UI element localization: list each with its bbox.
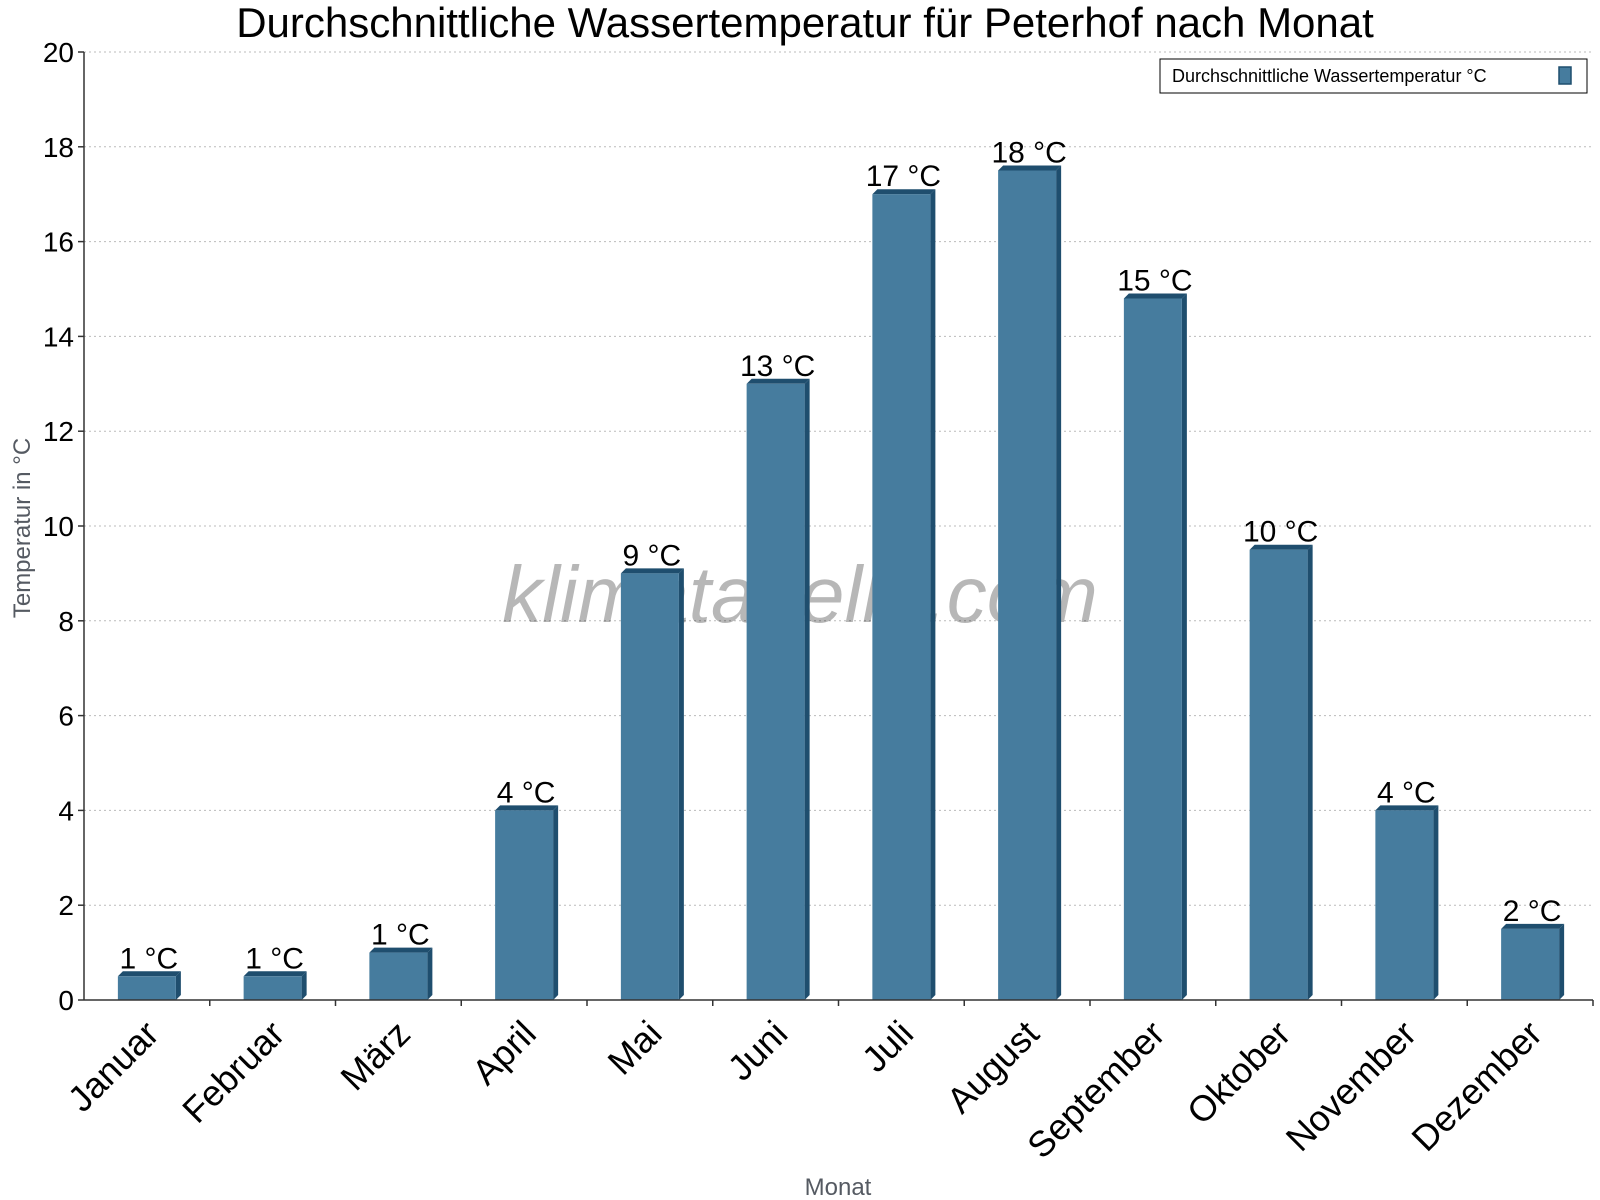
bar	[369, 947, 433, 1000]
bar-front	[998, 170, 1057, 1000]
legend-label: Durchschnittliche Wassertemperatur °C	[1172, 66, 1487, 86]
bar	[998, 165, 1062, 1000]
grid-lines	[84, 51, 1593, 906]
y-tick-label: 8	[58, 606, 74, 637]
data-label: 13 °C	[740, 350, 815, 383]
bar-front	[1375, 810, 1434, 1000]
x-tick-label: August	[939, 1013, 1047, 1121]
bar-top	[1375, 805, 1439, 811]
bar-top	[1249, 544, 1313, 550]
bar-top	[495, 805, 559, 811]
x-tick-label: September	[1019, 1013, 1173, 1167]
x-tick-label: März	[332, 1013, 418, 1099]
legend: Durchschnittliche Wassertemperatur °C	[1159, 58, 1588, 94]
bar-front	[1123, 298, 1182, 1001]
data-label: 9 °C	[623, 539, 682, 572]
bar-front	[746, 383, 805, 1000]
bar	[872, 189, 936, 1000]
bar-top	[243, 971, 307, 977]
x-tick-label: Juli	[854, 1013, 921, 1080]
y-tick-label: 6	[58, 701, 74, 732]
bar-front	[1501, 928, 1560, 1000]
bar	[620, 568, 684, 1000]
bar-top	[620, 568, 684, 574]
bar-side	[678, 568, 684, 1000]
bar-side	[930, 189, 936, 1000]
bar	[117, 971, 181, 1000]
bar-top	[369, 947, 433, 953]
data-label: 4 °C	[497, 776, 556, 809]
data-label: 18 °C	[991, 137, 1066, 170]
bar-side	[1559, 923, 1565, 1000]
bar	[746, 378, 810, 1000]
x-tick-label: Oktober	[1179, 1013, 1299, 1133]
data-label: 4 °C	[1377, 776, 1436, 809]
data-label: 10 °C	[1243, 516, 1318, 549]
data-label: 15 °C	[1117, 264, 1192, 297]
bar-top	[872, 189, 936, 195]
bar	[1123, 293, 1187, 1001]
x-tick-label: Juni	[720, 1013, 796, 1089]
bar	[243, 971, 307, 1000]
bar-front	[620, 573, 679, 1000]
bar-side	[1307, 544, 1313, 1000]
bar	[1501, 923, 1565, 1000]
y-tick-label: 12	[43, 416, 74, 447]
y-tick-label: 4	[58, 795, 74, 826]
x-tick-label: Januar	[60, 1013, 167, 1120]
bar	[1249, 544, 1313, 1000]
bar-front	[495, 810, 554, 1000]
bar-top	[1501, 923, 1565, 929]
data-label: 1 °C	[245, 942, 304, 975]
bar	[1375, 805, 1439, 1000]
bar-side	[427, 947, 433, 1000]
bar-top	[746, 378, 810, 384]
data-label: 2 °C	[1503, 895, 1562, 928]
bar-front	[872, 194, 931, 1000]
y-tick-label: 16	[43, 227, 74, 258]
bar-top	[998, 165, 1062, 171]
bar-front	[1249, 549, 1308, 1000]
y-tick-label: 20	[43, 37, 74, 68]
x-axis-title: Monat	[805, 1174, 872, 1200]
bar-side	[301, 971, 307, 1000]
x-tick-label: April	[464, 1013, 544, 1093]
bar-front	[117, 976, 176, 1000]
legend-box	[1159, 58, 1588, 94]
y-axis-ticks: 0 2 4 6 8 10 12 14 16 18 20	[43, 37, 84, 1016]
bar-side	[1433, 805, 1439, 1000]
x-tick-label: Dezember	[1403, 1013, 1549, 1159]
chart-title: Durchschnittliche Wassertemperatur für P…	[236, 0, 1374, 46]
bars	[117, 165, 1565, 1001]
bar	[495, 805, 559, 1000]
y-tick-label: 0	[58, 985, 74, 1016]
x-tick-label: November	[1278, 1013, 1424, 1159]
bar-side	[553, 805, 559, 1000]
y-tick-label: 2	[58, 890, 74, 921]
bar-side	[1181, 293, 1187, 1001]
y-tick-label: 18	[43, 132, 74, 163]
y-tick-label: 14	[43, 321, 74, 352]
bar-front	[369, 952, 428, 1000]
y-axis-title: Temperatur in °C	[9, 438, 36, 618]
bar-side	[175, 971, 181, 1000]
x-axis-ticks: Januar Februar März April Mai Juni Juli AugustS…	[60, 1000, 1594, 1167]
bar-top	[1123, 293, 1187, 299]
bar-top	[117, 971, 181, 977]
bar-side	[1056, 165, 1062, 1000]
y-tick-label: 10	[43, 511, 74, 542]
bar-side	[804, 378, 810, 1000]
bar-front	[243, 976, 302, 1000]
data-label: 1 °C	[371, 919, 430, 952]
x-tick-label: Mai	[600, 1013, 670, 1083]
legend-swatch	[1558, 66, 1572, 85]
data-label: 17 °C	[866, 160, 941, 193]
data-labels: 1 °C 1 °C 1 °C 4 °C 9 °C 13 °C 17 °C 18 °C 15 °C…	[120, 137, 1562, 976]
data-label: 1 °C	[120, 942, 179, 975]
x-tick-label: Februar	[174, 1013, 292, 1131]
